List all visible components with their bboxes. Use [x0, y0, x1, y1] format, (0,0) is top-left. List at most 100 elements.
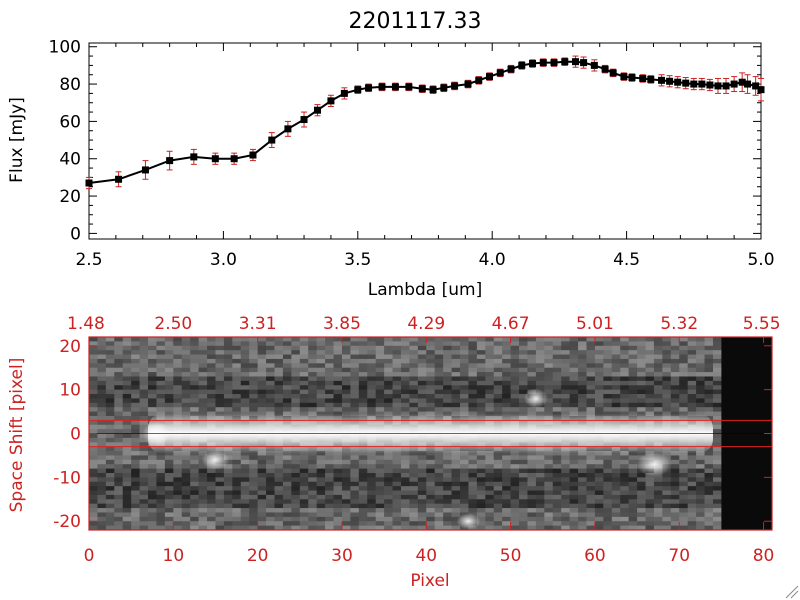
- image-pixel: [375, 407, 385, 413]
- image-pixel: [282, 354, 292, 360]
- image-pixel: [190, 494, 200, 500]
- spectrum-x-ticks: 2.5 3.0 3.5 4.0 4.5 5.0: [75, 43, 775, 270]
- image-pixel: [232, 503, 242, 509]
- image-pixel: [493, 472, 503, 478]
- image-pixel: [240, 358, 250, 364]
- image-pixel: [282, 337, 292, 342]
- image-pixel: [266, 402, 276, 408]
- image-pixel: [181, 363, 191, 369]
- image-pixel: [569, 367, 579, 373]
- image-pixel: [493, 468, 503, 474]
- image-pixel: [670, 345, 680, 351]
- image-pixel: [687, 459, 697, 465]
- image-pixel: [434, 376, 444, 382]
- image-pixel: [620, 494, 630, 500]
- spectrum-point: [609, 69, 617, 77]
- image-pixel: [670, 521, 680, 527]
- image-pixel: [527, 490, 537, 496]
- image-pixel: [148, 512, 157, 518]
- image-pixel: [544, 486, 554, 492]
- image-pixel: [266, 451, 276, 456]
- image-pixel: [223, 490, 233, 496]
- image-pixel: [400, 490, 410, 496]
- image-pixel: [392, 350, 402, 356]
- image-pixel: [384, 451, 394, 456]
- image-pixel: [350, 525, 360, 530]
- image-pixel: [299, 389, 309, 395]
- image-pixel: [451, 394, 461, 399]
- image-pixel: [662, 486, 672, 492]
- image-pixel: [190, 389, 200, 395]
- image-pixel: [266, 350, 276, 356]
- image-pixel: [97, 394, 107, 399]
- image-pixel: [282, 490, 292, 496]
- image-pixel: [164, 490, 174, 496]
- image-pixel: [392, 367, 402, 373]
- image-pixel: [569, 451, 579, 456]
- image-pixel: [392, 376, 402, 382]
- resize-grip-icon[interactable]: [785, 585, 799, 599]
- image-pixel: [645, 516, 655, 522]
- image-pixel: [156, 385, 166, 391]
- image-pixel: [561, 350, 571, 356]
- image-pixel: [552, 459, 562, 465]
- image-pixel: [611, 376, 621, 382]
- image-pixel: [89, 525, 98, 530]
- image-pixel: [535, 516, 545, 522]
- image-pixel: [375, 451, 385, 456]
- image-pixel: [375, 402, 385, 408]
- image-pixel: [89, 350, 98, 356]
- image-pixel: [594, 358, 604, 364]
- image-pixel: [611, 451, 621, 456]
- image-pixel: [257, 337, 267, 342]
- image-pixel: [308, 358, 318, 364]
- image-pixel: [485, 490, 495, 496]
- image-pixel: [569, 402, 579, 408]
- image-pixel: [164, 398, 174, 404]
- image-pixel: [679, 516, 689, 522]
- image-pixel: [696, 372, 706, 377]
- image-pixel: [670, 516, 680, 522]
- image-pixel: [341, 389, 351, 395]
- image-pixel: [687, 398, 697, 404]
- image-pixel: [122, 486, 132, 492]
- image-pixel: [207, 354, 216, 360]
- image-pixel: [670, 350, 680, 356]
- image-pixel: [215, 350, 225, 356]
- image-pixel: [325, 407, 335, 413]
- image-pixel: [392, 345, 402, 351]
- image-pixel: [417, 464, 427, 470]
- image-pixel: [122, 402, 132, 408]
- image-pixel: [97, 420, 107, 426]
- image-pixel: [131, 367, 141, 373]
- image-pixel: [148, 521, 157, 527]
- image-pixel: [131, 472, 141, 478]
- image-pixel: [535, 350, 545, 356]
- image-pixel: [114, 490, 124, 496]
- image-pixel: [114, 494, 124, 500]
- image-pixel: [519, 472, 528, 478]
- image-pixel: [460, 481, 469, 487]
- image-pixel: [308, 455, 318, 461]
- image-pixel: [89, 477, 98, 483]
- image-pixel: [249, 337, 259, 342]
- image-pixel: [594, 477, 604, 483]
- image-pixel: [544, 367, 554, 373]
- image-pixel: [156, 372, 166, 377]
- image-pixel: [603, 350, 613, 356]
- image-pixel: [451, 472, 461, 478]
- image-pixel: [139, 380, 149, 386]
- image-pixel: [417, 508, 427, 513]
- image-pixel: [628, 486, 638, 492]
- image-pixel: [485, 455, 495, 461]
- image-pixel: [291, 481, 301, 487]
- image-pixel: [502, 372, 512, 377]
- image-pixel: [434, 345, 444, 351]
- image-pixel: [122, 472, 132, 478]
- image-pixel: [586, 451, 596, 456]
- image-pixel: [240, 468, 250, 474]
- image-pixel: [679, 394, 689, 399]
- image-pixel: [299, 477, 309, 483]
- image-pixel: [409, 341, 419, 347]
- image-pixel: [181, 503, 191, 509]
